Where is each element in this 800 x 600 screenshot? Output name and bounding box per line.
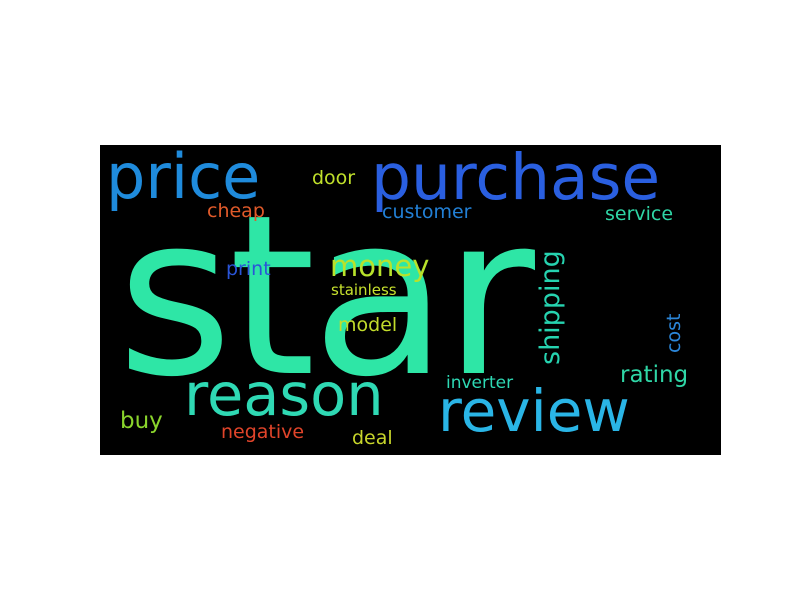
word-deal: deal	[352, 427, 393, 449]
word-customer: customer	[382, 201, 472, 223]
word-negative: negative	[221, 421, 305, 443]
word-inverter: inverter	[446, 373, 514, 393]
word-money: money	[330, 249, 430, 283]
word-purchase: purchase	[371, 145, 661, 214]
word-service: service	[605, 203, 674, 225]
word-review: review	[438, 377, 630, 445]
word-cost: cost	[663, 313, 685, 353]
word-model: model	[338, 314, 398, 336]
word-door: door	[312, 167, 356, 189]
word-shipping: shipping	[535, 250, 566, 365]
word-stainless: stainless	[331, 281, 397, 299]
word-price: price	[106, 145, 261, 213]
word-cloud: star purchase price review reason money …	[100, 145, 721, 455]
word-reason: reason	[184, 360, 384, 429]
word-print: print	[226, 258, 271, 280]
word-cheap: cheap	[207, 200, 265, 222]
word-rating: rating	[620, 362, 689, 388]
word-star: star	[117, 168, 535, 426]
word-buy: buy	[120, 408, 163, 434]
